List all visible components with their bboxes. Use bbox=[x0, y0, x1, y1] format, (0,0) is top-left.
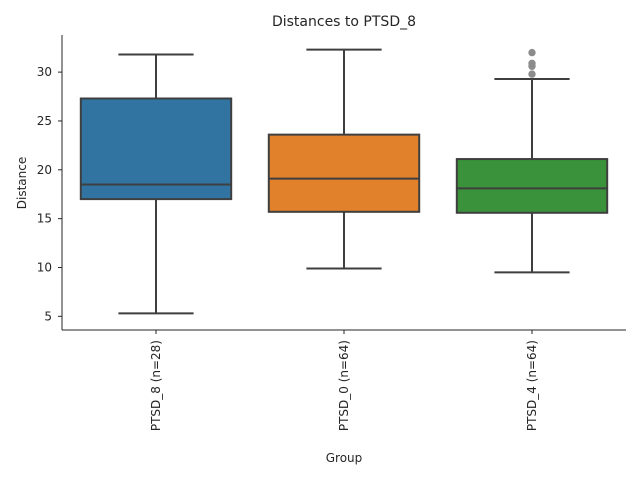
y-tick-label: 20 bbox=[37, 163, 52, 177]
box bbox=[455, 158, 609, 214]
x-axis-label: Group bbox=[326, 451, 363, 465]
y-tick-label: 15 bbox=[37, 212, 52, 226]
x-tick-label: PTSD_0 (n=64) bbox=[337, 340, 351, 431]
chart-title: Distances to PTSD_8 bbox=[272, 14, 416, 30]
outlier-point bbox=[528, 70, 536, 78]
box bbox=[79, 97, 233, 201]
y-tick-label: 5 bbox=[44, 309, 52, 323]
box bbox=[267, 133, 421, 213]
x-tick-label: PTSD_8 (n=28) bbox=[149, 340, 163, 431]
plot-area: 5 10 15 20 25 30 PTSD_8 (n=28) PTSD_0 (n=64) PTS… bbox=[37, 48, 609, 431]
outlier-point bbox=[528, 48, 536, 57]
y-axis-label: Distance bbox=[15, 157, 29, 209]
y-tick-label: 10 bbox=[37, 260, 52, 274]
y-tick-label: 30 bbox=[37, 65, 52, 79]
x-tick-label: PTSD_4 (n=64) bbox=[525, 340, 539, 431]
y-tick-label: 25 bbox=[37, 114, 52, 128]
outlier-point bbox=[528, 59, 536, 68]
